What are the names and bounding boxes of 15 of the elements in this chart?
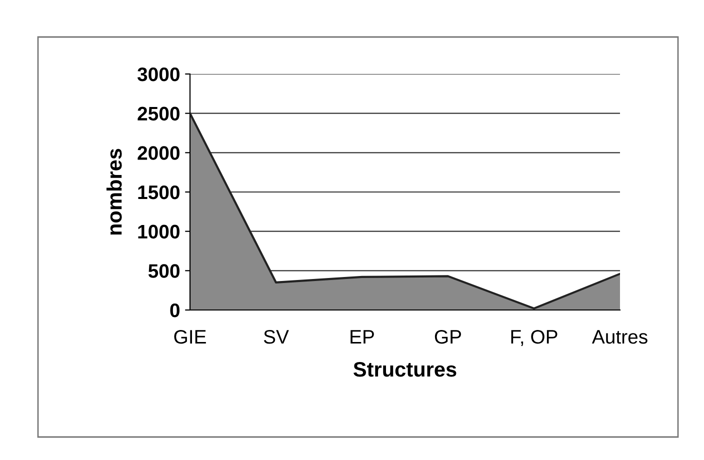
x-tick-label: GP — [434, 330, 462, 344]
y-tick-label: 1000 — [138, 224, 180, 239]
x-tick-label: EP — [350, 330, 374, 344]
x-axis-title: Structures — [354, 362, 456, 377]
y-tick-label: 3000 — [137, 67, 180, 82]
x-tick-label: SV — [264, 330, 289, 344]
y-tick-label: 0 — [170, 303, 180, 318]
x-tick-label: Autres — [592, 330, 648, 344]
y-tick-label: 2500 — [138, 106, 180, 121]
x-tick-label: F, OP — [511, 330, 558, 346]
x-tick-label: GIE — [174, 330, 206, 344]
y-axis-title: nombres — [106, 148, 122, 235]
y-tick-label: 1500 — [138, 185, 180, 200]
y-tick-label: 500 — [148, 264, 180, 278]
y-tick-label: 2000 — [138, 146, 180, 160]
